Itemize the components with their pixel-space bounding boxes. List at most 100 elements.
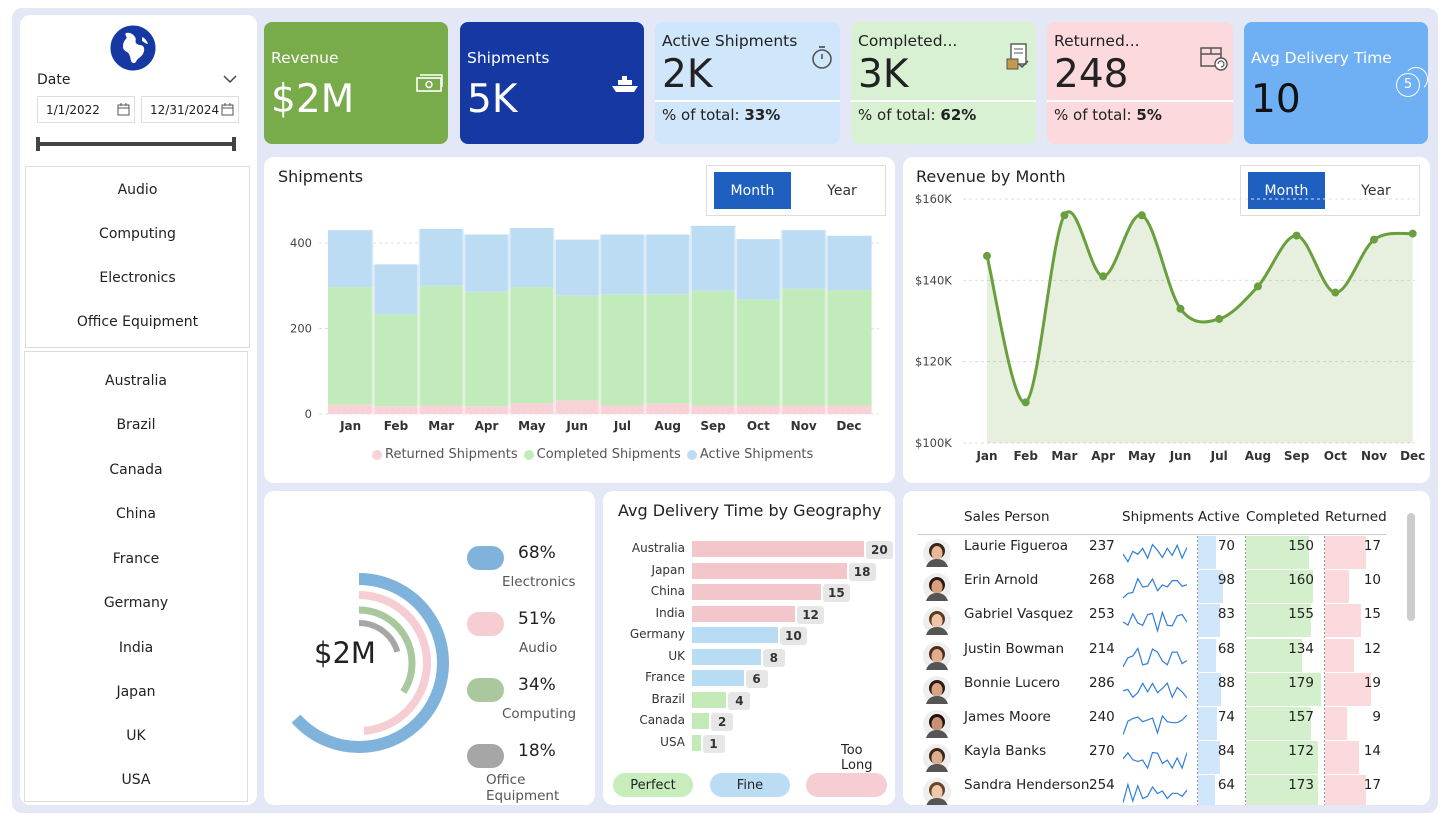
category-item-computing[interactable]: Computing: [99, 226, 176, 242]
geo-chart-title: Avg Delivery Time by Geography: [618, 501, 882, 520]
header-completed[interactable]: Completed: [1246, 509, 1320, 525]
sales-person-name: Kayla Banks: [964, 743, 1047, 760]
geo-country-label: Australia: [631, 541, 685, 555]
x-tick-label: Aug: [1245, 449, 1271, 463]
year-button[interactable]: Year: [1361, 182, 1391, 199]
date-to-input[interactable]: 12/31/2024: [141, 96, 239, 123]
country-item-brazil[interactable]: Brazil: [116, 417, 156, 433]
x-tick-label: Feb: [384, 419, 409, 433]
date-range-slider[interactable]: [36, 137, 236, 151]
legend-too-long-label: Too Long: [841, 743, 873, 773]
avatar: [923, 744, 951, 773]
x-tick-label: Aug: [655, 419, 681, 433]
header-active[interactable]: Active: [1198, 509, 1240, 525]
date-from-input[interactable]: 1/1/2022: [37, 96, 135, 123]
kpi-completed-pct-label: % of total:: [858, 106, 936, 124]
kpi-completed-title: Completed...: [858, 32, 958, 50]
geo-bar[interactable]: [692, 627, 778, 643]
x-tick-label: Apr: [1091, 449, 1115, 463]
x-tick-label: Jul: [1210, 449, 1228, 463]
chevron-down-icon[interactable]: [223, 74, 237, 84]
date-from-value: 1/1/2022: [46, 103, 100, 117]
geo-bar[interactable]: [692, 691, 727, 708]
geo-bar[interactable]: [692, 713, 710, 729]
geo-bar[interactable]: [692, 734, 701, 751]
country-item-germany[interactable]: Germany: [103, 595, 169, 611]
geo-value-label: 4: [728, 691, 751, 710]
slider-handle-end[interactable]: [232, 137, 236, 151]
kpi-active-pct: % of total: 33%: [662, 106, 780, 124]
sparkline: [1123, 610, 1187, 634]
active-bar: [1198, 775, 1215, 805]
column-divider: [1245, 536, 1246, 805]
legend-swatch: [467, 612, 504, 636]
category-radial-chart: [291, 573, 449, 753]
category-item-office-equipment[interactable]: Office Equipment: [76, 314, 199, 330]
x-tick-label: Jul: [613, 419, 631, 433]
avatar: [923, 607, 951, 636]
month-button[interactable]: Month: [714, 172, 791, 209]
returned-area: [328, 400, 872, 414]
returned-value: 17: [1363, 777, 1381, 794]
country-item-canada[interactable]: Canada: [109, 462, 163, 478]
returned-bar: [1325, 570, 1349, 604]
geo-bar[interactable]: [692, 584, 821, 600]
active-bar: [1198, 604, 1220, 638]
geo-bar[interactable]: [692, 648, 761, 665]
ring-audio: [358, 591, 431, 735]
month-button[interactable]: Month: [1248, 172, 1325, 209]
kpi-returned-title: Returned...: [1054, 32, 1140, 50]
shipments-value: 268: [1089, 572, 1115, 589]
year-button[interactable]: Year: [827, 182, 857, 199]
legend-category-label: Office Equipment: [486, 772, 560, 804]
shipments-chart-panel: Shipments Month Year 0 200 400 Jan Feb Mar Apr…: [264, 157, 895, 483]
geo-bar[interactable]: [692, 605, 796, 622]
country-item-france[interactable]: France: [112, 551, 160, 567]
ring-electronics: [291, 573, 449, 753]
country-item-china[interactable]: China: [116, 506, 156, 522]
geo-value-label: 10: [780, 627, 807, 645]
returned-value: 19: [1363, 674, 1381, 691]
country-item-japan[interactable]: Japan: [116, 684, 156, 700]
data-point: [983, 251, 991, 260]
geo-bar[interactable]: [692, 670, 744, 686]
table-scrollbar[interactable]: [1407, 513, 1415, 621]
shipments-value: 240: [1089, 709, 1115, 725]
category-item-electronics[interactable]: Electronics: [99, 270, 176, 286]
donut-center-value: $2M: [314, 636, 376, 670]
kpi-avg-delivery-card: Avg Delivery Time 10 5: [1244, 22, 1428, 144]
x-tick-label: Sep: [700, 419, 726, 433]
slider-handle-start[interactable]: [36, 137, 40, 151]
data-point: [1253, 282, 1262, 291]
returned-bar: [1325, 775, 1366, 805]
legend-pct: 18%: [518, 741, 556, 761]
sparkline: [1123, 752, 1187, 770]
header-sales-person[interactable]: Sales Person: [964, 509, 1050, 525]
legend-category-label: Computing: [502, 706, 577, 722]
kpi-returned-pct: % of total: 5%: [1054, 106, 1162, 124]
kpi-completed-value: 3K: [858, 52, 909, 97]
geo-value-label: 8: [762, 648, 785, 667]
country-item-india[interactable]: India: [118, 640, 154, 656]
shipments-value: 253: [1089, 606, 1115, 623]
geo-bar[interactable]: [692, 562, 847, 579]
header-shipments[interactable]: Shipments: [1122, 509, 1194, 525]
country-item-australia[interactable]: Australia: [105, 373, 167, 389]
country-item-usa[interactable]: USA: [121, 772, 151, 788]
kpi-active-value: 2K: [662, 52, 713, 97]
country-item-uk[interactable]: UK: [126, 728, 146, 744]
geo-bar[interactable]: [692, 541, 864, 557]
sales-person-name: Gabriel Vasquez: [964, 606, 1073, 623]
header-returned[interactable]: Returned: [1325, 509, 1387, 525]
legend-perfect: Perfect: [613, 773, 693, 797]
calendar-icon[interactable]: [117, 103, 130, 116]
x-tick-label: Jan: [339, 419, 361, 433]
completed-bar: [1246, 775, 1319, 805]
category-item-audio[interactable]: Audio: [117, 182, 158, 198]
sparkline: [1123, 543, 1187, 563]
geo-country-label: Germany: [629, 627, 685, 641]
legend-returned-label: Returned Shipments: [385, 447, 518, 462]
shipments-value: 286: [1089, 674, 1115, 691]
calendar-icon[interactable]: [221, 103, 234, 116]
date-label: Date: [37, 72, 71, 88]
